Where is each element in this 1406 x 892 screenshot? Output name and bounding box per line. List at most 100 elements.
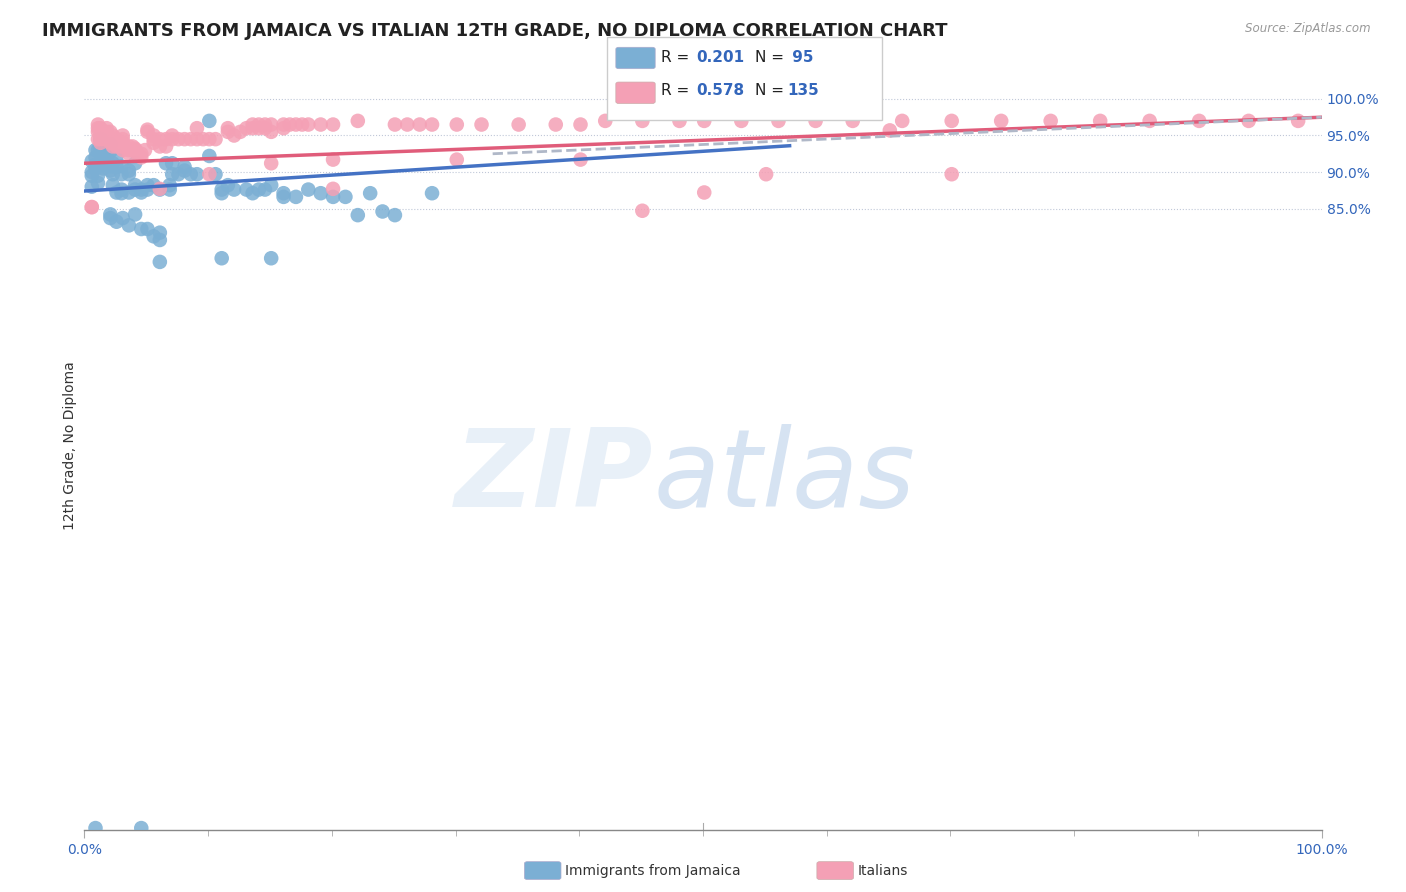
- Point: [420, 118, 443, 132]
- Point: [396, 118, 419, 132]
- Point: [217, 178, 239, 193]
- Point: [371, 204, 394, 219]
- Point: [693, 186, 716, 200]
- Text: 0.201: 0.201: [696, 50, 744, 64]
- Point: [173, 132, 195, 146]
- Text: N =: N =: [755, 50, 789, 64]
- Point: [273, 186, 295, 201]
- Point: [118, 219, 141, 233]
- Point: [129, 183, 152, 197]
- Point: [87, 176, 110, 190]
- Point: [89, 146, 111, 161]
- Point: [149, 183, 172, 197]
- Point: [124, 142, 146, 156]
- Point: [284, 118, 307, 132]
- Point: [730, 114, 752, 128]
- Point: [136, 183, 159, 197]
- Point: [87, 125, 110, 139]
- Text: Italians: Italians: [858, 863, 908, 878]
- Point: [204, 167, 226, 181]
- Point: [253, 121, 276, 136]
- Point: [309, 186, 332, 201]
- Point: [105, 139, 128, 153]
- Point: [91, 146, 114, 161]
- Point: [1139, 114, 1161, 128]
- Point: [87, 118, 110, 132]
- Point: [98, 211, 121, 225]
- Point: [160, 128, 183, 143]
- Point: [101, 128, 124, 143]
- Point: [136, 122, 159, 136]
- Point: [96, 139, 118, 153]
- Point: [273, 118, 295, 132]
- Point: [180, 167, 202, 181]
- Point: [253, 183, 276, 197]
- Text: R =: R =: [661, 84, 695, 98]
- Point: [149, 182, 172, 196]
- Point: [186, 121, 208, 136]
- Point: [89, 136, 111, 150]
- Point: [98, 136, 121, 150]
- Point: [136, 125, 159, 139]
- Point: [84, 143, 107, 157]
- Point: [260, 178, 283, 193]
- Point: [204, 132, 226, 146]
- Y-axis label: 12th Grade, No Diploma: 12th Grade, No Diploma: [63, 361, 77, 531]
- Point: [186, 132, 208, 146]
- Point: [359, 186, 381, 201]
- Point: [98, 159, 121, 173]
- Point: [110, 167, 132, 181]
- Point: [111, 128, 134, 143]
- Point: [96, 156, 118, 170]
- Point: [129, 821, 152, 835]
- Point: [111, 211, 134, 225]
- Point: [198, 167, 221, 181]
- Point: [80, 200, 103, 214]
- Point: [508, 118, 530, 132]
- Text: 95: 95: [787, 50, 814, 64]
- Point: [118, 146, 141, 161]
- Point: [1088, 114, 1111, 128]
- Point: [89, 143, 111, 157]
- Point: [322, 190, 344, 204]
- Point: [160, 167, 183, 181]
- Point: [990, 114, 1012, 128]
- Point: [105, 160, 128, 174]
- Point: [142, 128, 165, 143]
- Point: [142, 132, 165, 146]
- Text: 0.578: 0.578: [696, 84, 744, 98]
- Point: [211, 252, 233, 266]
- Point: [631, 114, 654, 128]
- Point: [235, 183, 257, 197]
- Point: [297, 183, 319, 197]
- Point: [755, 167, 778, 181]
- Point: [134, 143, 156, 157]
- Point: [118, 167, 141, 181]
- Point: [142, 178, 165, 193]
- Point: [173, 163, 195, 178]
- Point: [260, 252, 283, 266]
- Point: [91, 128, 114, 143]
- Point: [273, 190, 295, 204]
- Point: [446, 153, 468, 167]
- Point: [80, 200, 103, 214]
- Point: [124, 183, 146, 197]
- Point: [98, 132, 121, 146]
- Point: [84, 821, 107, 835]
- Point: [235, 121, 257, 136]
- Point: [84, 158, 107, 172]
- Text: atlas: atlas: [654, 425, 915, 529]
- Point: [804, 114, 827, 128]
- Point: [98, 137, 121, 152]
- Point: [110, 136, 132, 150]
- Point: [278, 118, 301, 132]
- Point: [297, 118, 319, 132]
- Point: [149, 255, 172, 269]
- Point: [1286, 114, 1309, 128]
- Point: [87, 169, 110, 183]
- Point: [96, 128, 118, 143]
- Point: [89, 121, 111, 136]
- Point: [155, 132, 177, 146]
- Text: ZIP: ZIP: [456, 424, 654, 530]
- Point: [80, 165, 103, 179]
